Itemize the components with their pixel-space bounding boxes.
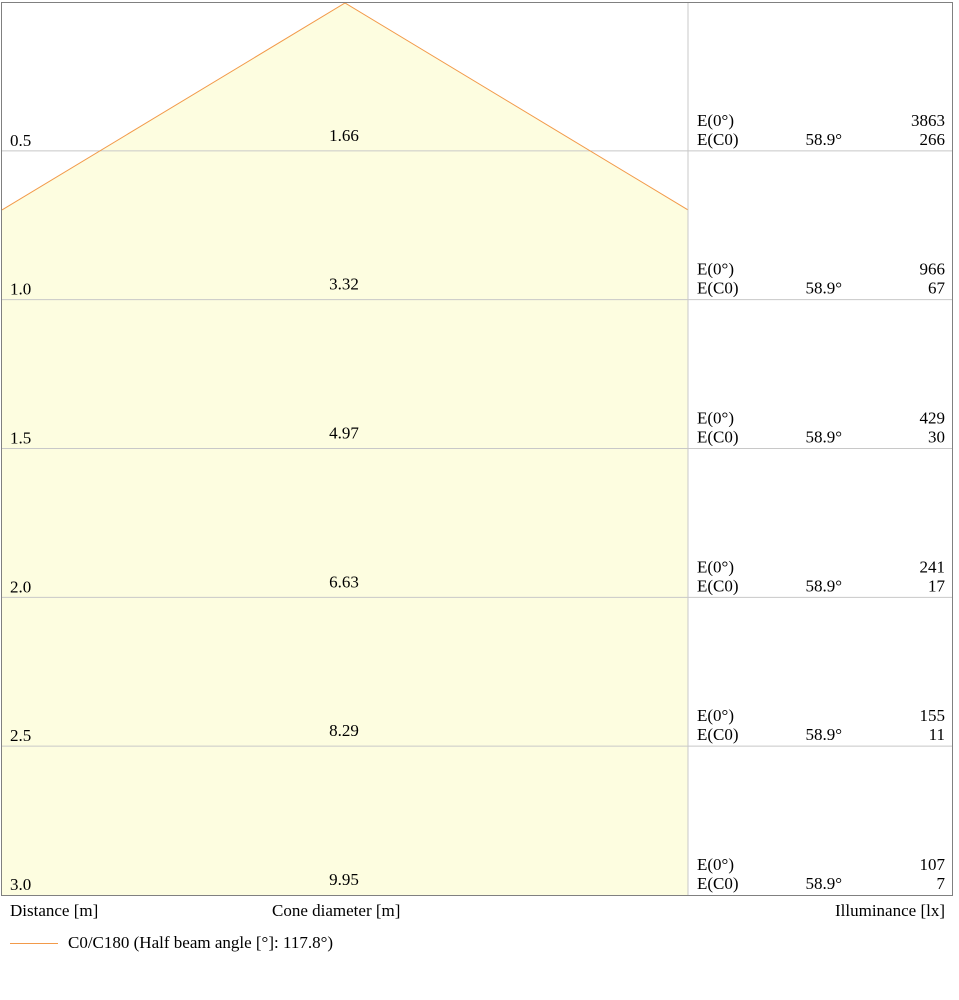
- distance-axis-label: Distance [m]: [10, 901, 99, 920]
- e0-label: E(0°): [697, 557, 734, 576]
- chart-frame: [1, 2, 953, 896]
- ec0-label: E(C0): [697, 576, 739, 595]
- e0-value: 429: [920, 409, 946, 428]
- e0-label: E(0°): [697, 111, 734, 130]
- ec0-value: 11: [929, 725, 945, 744]
- e0-label: E(0°): [697, 706, 734, 725]
- cone-diameter-label: 4.97: [329, 424, 359, 443]
- ec0-value: 30: [928, 428, 945, 447]
- ec0-label: E(C0): [697, 428, 739, 447]
- distance-label: 3.0: [10, 875, 31, 894]
- distance-label: 2.5: [10, 726, 31, 745]
- e0-label: E(0°): [697, 409, 734, 428]
- e0-value: 241: [920, 557, 946, 576]
- angle-label: 58.9°: [805, 130, 842, 149]
- angle-label: 58.9°: [805, 725, 842, 744]
- angle-label: 58.9°: [805, 576, 842, 595]
- angle-label: 58.9°: [805, 279, 842, 298]
- angle-label: 58.9°: [805, 428, 842, 447]
- cone-diameter-label: 9.95: [329, 870, 359, 889]
- e0-value: 107: [920, 855, 946, 874]
- ec0-value: 7: [937, 874, 946, 893]
- legend-line-swatch: [10, 942, 58, 944]
- ec0-value: 266: [920, 130, 946, 149]
- e0-value: 3863: [911, 111, 945, 130]
- angle-label: 58.9°: [805, 874, 842, 893]
- cone-diameter-label: 3.32: [329, 275, 359, 294]
- e0-value: 155: [920, 706, 946, 725]
- distance-label: 1.0: [10, 280, 31, 299]
- ec0-label: E(C0): [697, 279, 739, 298]
- ec0-value: 67: [928, 279, 946, 298]
- distance-label: 1.5: [10, 429, 31, 448]
- legend: C0/C180 (Half beam angle [°]: 117.8°): [10, 933, 333, 953]
- ec0-label: E(C0): [697, 874, 739, 893]
- e0-label: E(0°): [697, 855, 734, 874]
- cone-diameter-label: 1.66: [329, 126, 359, 145]
- e0-value: 966: [920, 260, 946, 279]
- ec0-label: E(C0): [697, 725, 739, 744]
- cone-diameter-label: 6.63: [329, 572, 359, 591]
- ec0-value: 17: [928, 576, 946, 595]
- distance-label: 0.5: [10, 131, 31, 150]
- cone-diameter-axis-label: Cone diameter [m]: [272, 901, 401, 920]
- legend-label: C0/C180 (Half beam angle [°]: 117.8°): [68, 933, 334, 952]
- row-labels: 0.5 1.66 E(0°) 3863 E(C0) 58.9° 266 1.0 3.32 E(0°…: [10, 111, 946, 894]
- e0-label: E(0°): [697, 260, 734, 279]
- illuminance-axis-label: Illuminance [lx]: [835, 901, 945, 920]
- grid-lines: [2, 150, 953, 747]
- ec0-label: E(C0): [697, 130, 739, 149]
- distance-label: 2.0: [10, 577, 31, 596]
- cone-diameter-label: 8.29: [329, 721, 359, 740]
- beam-cone-chart: 0.5 1.66 E(0°) 3863 E(C0) 58.9° 266 1.0 3.32 E(0°…: [1, 2, 953, 896]
